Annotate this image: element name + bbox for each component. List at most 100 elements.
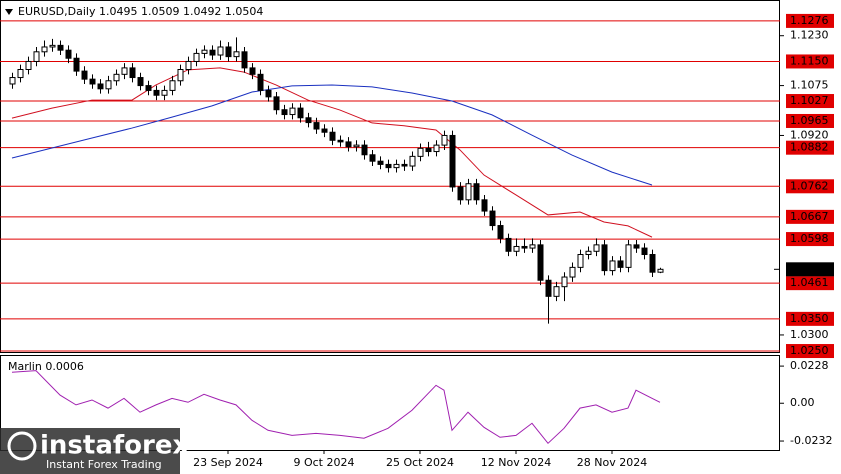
candle-body xyxy=(377,160,384,165)
candle-body xyxy=(241,51,248,69)
candle-body xyxy=(105,80,112,90)
candle-body xyxy=(633,244,640,249)
candle-body xyxy=(369,154,376,162)
candle-body xyxy=(345,141,352,148)
level-label-box xyxy=(786,209,834,224)
candle-body xyxy=(489,210,496,227)
candle-body xyxy=(17,68,24,79)
candle-body xyxy=(137,77,144,87)
level-label: 1.0461 xyxy=(790,276,829,289)
candle-body xyxy=(601,244,608,272)
level-label-box xyxy=(786,179,834,194)
candle-body xyxy=(609,260,616,272)
candle-body xyxy=(169,80,176,91)
level-label: 1.0350 xyxy=(790,312,829,325)
candle-body xyxy=(401,163,408,167)
candle-body xyxy=(409,155,416,167)
candle-body xyxy=(81,70,88,80)
level-label-box xyxy=(786,311,834,326)
candle-body xyxy=(97,83,104,90)
candle-body xyxy=(641,247,648,256)
level-label-box xyxy=(786,344,834,359)
level-label: 1.0598 xyxy=(790,232,829,245)
candle-body xyxy=(657,268,664,273)
plot xyxy=(0,20,780,445)
candle-body xyxy=(441,134,448,146)
y-tick-label: 1.0920 xyxy=(790,128,829,141)
candle-body xyxy=(553,286,560,297)
candle-body xyxy=(281,109,288,116)
candle-body xyxy=(289,107,296,116)
level-label-box xyxy=(786,276,834,291)
y-tick-label: 1.0300 xyxy=(790,328,829,341)
candle-body xyxy=(225,46,232,58)
candle-body xyxy=(537,244,544,281)
candle-body xyxy=(481,199,488,212)
candle-body xyxy=(121,67,128,75)
candle-body xyxy=(337,139,344,143)
y-tick-label: 1.1230 xyxy=(790,29,829,42)
level-label: 1.1276 xyxy=(790,14,829,27)
candle-body xyxy=(73,57,80,72)
candle-body xyxy=(385,163,392,169)
candle-body xyxy=(177,68,184,82)
candle-body xyxy=(273,96,280,111)
chart-title: EURUSD,Daily 1.0495 1.0509 1.0492 1.0504 xyxy=(18,5,263,18)
x-tick-label: 12 Nov 2024 xyxy=(481,456,551,469)
level-label-box xyxy=(786,140,834,155)
candle-body xyxy=(353,144,360,148)
candle-body xyxy=(505,237,512,252)
candle-body xyxy=(425,147,432,153)
candle-body xyxy=(145,85,152,91)
candle-body xyxy=(49,44,56,48)
candle-body xyxy=(9,77,16,85)
watermark-brand: instaforex xyxy=(40,431,190,461)
candle-body xyxy=(465,183,472,201)
x-tick-label: 28 Nov 2024 xyxy=(577,456,647,469)
level-label: 1.0882 xyxy=(790,141,829,154)
candle-body xyxy=(393,163,400,169)
indicator-tick-label: 0.0228 xyxy=(790,359,829,372)
candle-body xyxy=(513,245,520,252)
candle-body xyxy=(57,44,64,51)
candle-body xyxy=(545,279,552,297)
indicator-panel xyxy=(0,355,780,451)
indicator-title: Marlin 0.0006 xyxy=(8,360,84,373)
candle-body xyxy=(233,51,240,58)
candle-body xyxy=(33,51,40,62)
level-label-box xyxy=(786,232,834,247)
candle-body xyxy=(201,49,208,54)
x-tick-label: 23 Sep 2024 xyxy=(193,456,263,469)
y-tick-label: 1.1075 xyxy=(790,79,829,92)
candle-body xyxy=(25,60,32,70)
moving-average xyxy=(11,67,653,238)
candle-body xyxy=(585,250,592,256)
candle-body xyxy=(449,134,456,188)
level-label-box xyxy=(786,94,834,109)
candle-body xyxy=(577,254,584,268)
candle-body xyxy=(113,73,120,82)
last-price-box xyxy=(786,262,834,277)
level-label: 1.1027 xyxy=(790,94,829,107)
watermark-logo xyxy=(7,431,37,461)
candle-body xyxy=(65,49,72,59)
indicator-tick-label: -0.0232 xyxy=(790,434,832,447)
candle-body xyxy=(569,266,576,278)
candle-body xyxy=(265,89,272,98)
candle-body xyxy=(457,186,464,201)
candle-body xyxy=(249,67,256,75)
candle-body xyxy=(361,144,368,156)
main-panel xyxy=(0,0,780,353)
candle-body xyxy=(529,244,536,249)
candle-body xyxy=(593,244,600,252)
candle-body xyxy=(305,117,312,124)
candle-body xyxy=(89,78,96,85)
candle-body xyxy=(473,183,480,201)
moving-average xyxy=(11,84,653,186)
candle-body xyxy=(329,131,336,141)
candle-body xyxy=(617,260,624,268)
level-label: 1.0965 xyxy=(790,114,829,127)
menu-triangle xyxy=(5,9,13,15)
indicator-tick-label: 0.00 xyxy=(790,396,815,409)
